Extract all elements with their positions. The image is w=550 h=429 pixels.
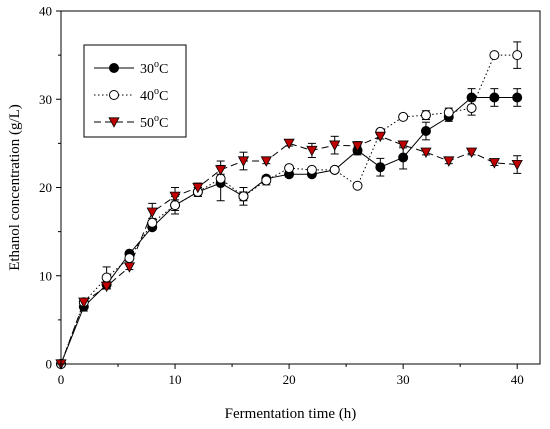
data-point (306, 164, 317, 175)
x-tick-label: 20 (283, 372, 296, 387)
data-point (284, 163, 295, 174)
legend-label-degree: o (154, 86, 159, 97)
data-point (511, 159, 523, 171)
data-point (283, 138, 295, 150)
series-line-2 (60, 135, 518, 365)
data-point (100, 281, 113, 293)
y-tick-label: 0 (46, 357, 53, 372)
series-line-1 (60, 54, 518, 365)
legend-marker-2 (108, 117, 120, 128)
data-point (398, 152, 409, 163)
data-point (147, 217, 158, 228)
data-point (352, 180, 363, 191)
legend-label-degree: o (154, 113, 159, 124)
x-tick-label: 0 (58, 372, 65, 387)
x-tick-label: 30 (397, 372, 410, 387)
data-point (123, 262, 136, 273)
x-tick-label: 40 (511, 372, 524, 387)
data-point (420, 110, 431, 121)
legend-label-unit: C (159, 116, 168, 131)
legend-label-1: 40oC (140, 86, 168, 104)
y-tick-label: 10 (39, 268, 52, 283)
data-point (215, 165, 227, 176)
y-tick-label: 30 (39, 92, 52, 107)
legend-label-value: 40 (140, 89, 154, 104)
data-point (465, 147, 478, 158)
data-point (466, 92, 477, 103)
data-point (329, 140, 341, 151)
legend-label-degree: o (154, 59, 159, 70)
data-point (374, 131, 386, 143)
data-point (101, 272, 112, 283)
legend-box (83, 44, 187, 138)
data-point (512, 92, 523, 103)
data-point (420, 147, 432, 158)
axes-layer: 0 10 20 30 40 0 10 20 30 40 Fermentation time (h) E… (7, 4, 541, 422)
data-point (489, 50, 500, 61)
data-point (443, 107, 454, 118)
data-point (169, 191, 181, 203)
legend-label-unit: C (159, 62, 168, 77)
data-point (237, 156, 250, 167)
data-point (192, 182, 204, 194)
data-point (375, 162, 386, 173)
data-point (488, 158, 501, 169)
data-point (78, 297, 90, 309)
legend-label-2: 50oC (140, 113, 168, 131)
y-tick-label: 40 (39, 4, 52, 19)
data-point (397, 140, 409, 151)
data-point (146, 207, 158, 219)
legend-marker-0 (109, 63, 119, 73)
data-point (306, 145, 318, 157)
legend-marker-1 (109, 90, 119, 100)
legend-label-0: 30oC (140, 59, 168, 77)
data-point (351, 141, 364, 152)
data-point (466, 103, 477, 114)
x-axis-label: Fermentation time (h) (225, 406, 357, 422)
data-point (398, 111, 409, 122)
legend-label-value: 30 (140, 62, 154, 77)
x-tick-label: 10 (169, 372, 182, 387)
data-point (489, 92, 500, 103)
data-point (420, 126, 431, 137)
y-tick-label: 20 (39, 180, 52, 195)
data-point (260, 156, 272, 167)
data-point (261, 175, 272, 186)
data-point (124, 253, 135, 264)
data-point (512, 50, 523, 61)
data-point (238, 191, 249, 202)
markers-layer (55, 50, 523, 370)
data-point (443, 156, 455, 167)
legend-label-unit: C (159, 89, 168, 104)
legend-label-value: 50 (140, 116, 154, 131)
y-axis-label: Ethanol concentration (g/L) (7, 104, 23, 271)
data-point (329, 164, 340, 175)
